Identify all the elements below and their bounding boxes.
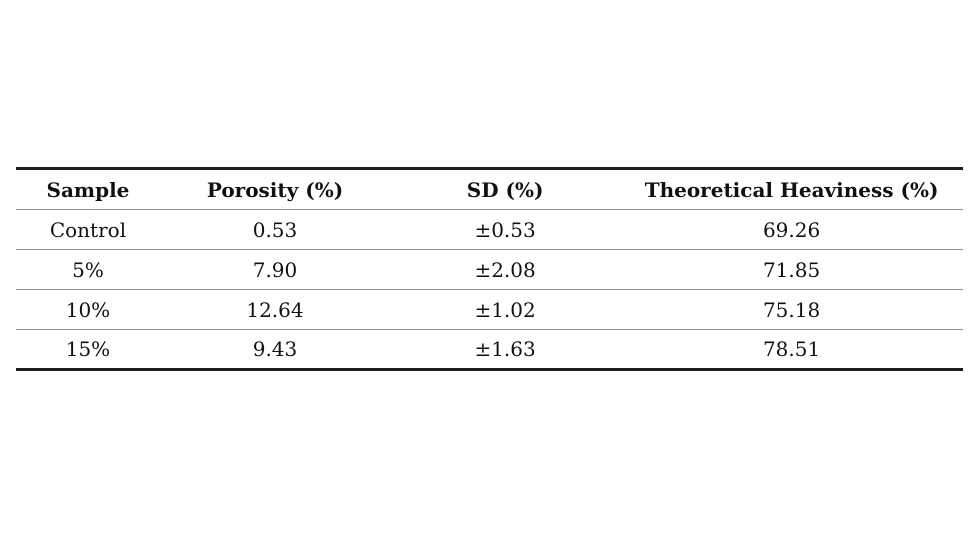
table-header-row: Sample Porosity (%) SD (%) Theoretical H… (16, 168, 963, 210)
header-cell-sd: SD (%) (390, 168, 621, 210)
results-table: Sample Porosity (%) SD (%) Theoretical H… (16, 167, 963, 371)
table-row: 5% 7.90 ±2.08 71.85 (16, 249, 963, 290)
table-cell: ±2.08 (390, 249, 621, 290)
table-cell: 71.85 (620, 249, 963, 290)
table-cell: ±1.02 (390, 289, 621, 330)
table-cell: 7.90 (159, 249, 391, 290)
header-cell-theoretical-heaviness: Theoretical Heaviness (%) (620, 168, 963, 210)
header-cell-porosity: Porosity (%) (159, 168, 391, 210)
table-cell: 12.64 (159, 289, 391, 330)
table-cell: 78.51 (762, 337, 821, 361)
table-cell: 75.18 (620, 289, 963, 330)
table-cell: ±0.53 (390, 209, 621, 250)
table-row: 15% 9.43 ±1.63 78.51 (16, 330, 963, 370)
results-table-container: Sample Porosity (%) SD (%) Theoretical H… (16, 167, 963, 371)
table-cell: 5% (16, 249, 160, 290)
header-cell-sample: Sample (16, 168, 160, 210)
table-cell: 10% (16, 289, 160, 330)
table-cell: 0.53 (159, 209, 391, 250)
table-cell: 69.26 (620, 209, 963, 250)
table-cell: 15% (65, 337, 111, 361)
table-row: 10% 12.64 ±1.02 75.18 (16, 289, 963, 330)
table-row: Control 0.53 ±0.53 69.26 (16, 209, 963, 250)
table-cell: Control (16, 209, 160, 250)
table-cell: 9.43 (252, 337, 298, 361)
table-cell: ±1.63 (474, 337, 536, 361)
